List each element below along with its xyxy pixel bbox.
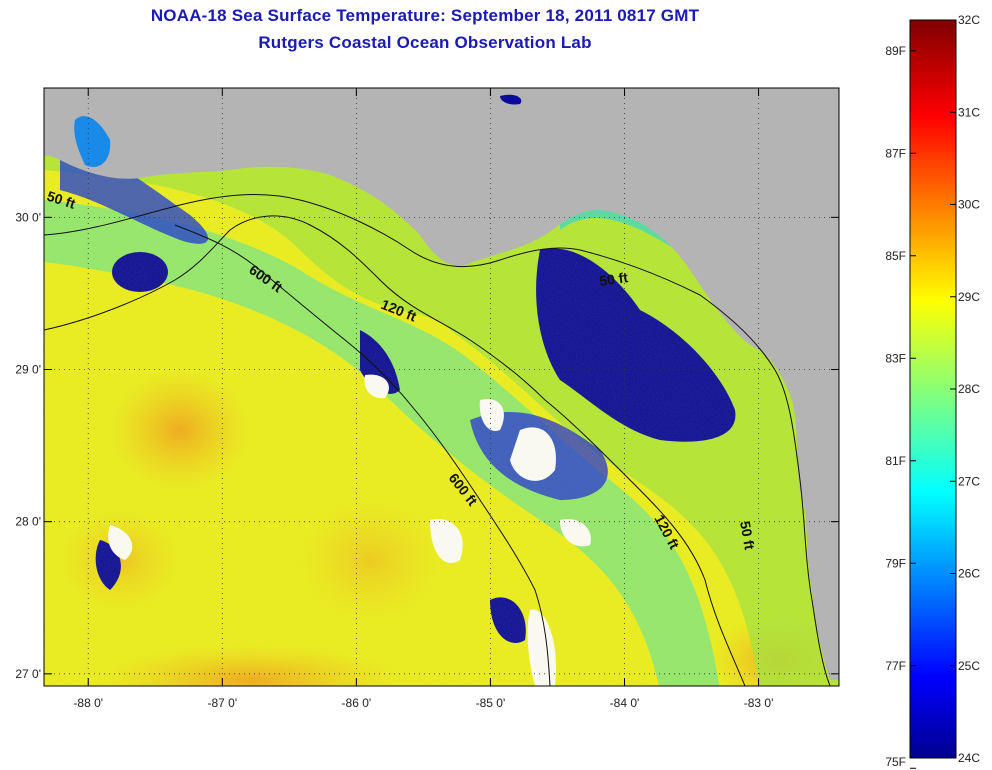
sst-field — [44, 88, 839, 686]
x-tick-label: -85 0' — [476, 696, 506, 710]
colorbar-label-f: 87F — [885, 146, 906, 160]
colorbar-label-f: 83F — [885, 351, 906, 365]
x-tick-label: -88 0' — [73, 696, 103, 710]
x-tick-label: -84 0' — [610, 696, 640, 710]
colorbar-label-c: 24C — [958, 751, 980, 765]
colorbar-label-c: 29C — [958, 290, 980, 304]
x-tick-label: -86 0' — [342, 696, 372, 710]
y-tick-label: 30 0' — [15, 210, 41, 224]
axis-ticks: -88 0' -87 0' -86 0' -85 0' -84 0' -83 0' 30 0… — [15, 88, 839, 710]
y-tick-label: 27 0' — [15, 667, 41, 681]
y-tick-label: 29 0' — [15, 363, 41, 377]
colorbar-label-c: 25C — [958, 659, 980, 673]
isobath-label-50ft-south: 50 ft — [737, 520, 758, 551]
map-subtitle: Rutgers Coastal Ocean Observation Lab — [258, 33, 592, 52]
isobath-50ft — [44, 194, 831, 686]
map-title: NOAA-18 Sea Surface Temperature: Septemb… — [150, 6, 700, 25]
map-frame — [43, 87, 840, 687]
colorbar — [909, 19, 957, 759]
isobath-600ft — [174, 224, 551, 686]
colorbar-label-f: 89F — [885, 44, 906, 58]
colorbar-ticks: 32C 31C 30C 29C 28C 27C 26C 25C 24C 89F 87F 85F 83F 8… — [885, 13, 980, 769]
land-mass — [44, 88, 839, 680]
colorbar-label-c: 31C — [958, 105, 980, 119]
colorbar-label-c: 28C — [958, 382, 980, 396]
colorbar-label-c: 26C — [958, 567, 980, 581]
y-tick-label: 28 0' — [15, 515, 41, 529]
colorbar-label-c: 27C — [958, 474, 980, 488]
colorbar-label-f: 77F — [885, 659, 906, 673]
x-tick-label: -83 0' — [744, 696, 774, 710]
isobath-120ft — [44, 215, 746, 686]
colorbar-label-f: 79F — [885, 556, 906, 570]
colorbar-label-f: 85F — [885, 249, 906, 263]
colorbar-label-f: 75F — [885, 755, 906, 769]
colorbar-label-c: 30C — [958, 198, 980, 212]
colorbar-label-c: 32C — [958, 13, 980, 27]
x-tick-label: -87 0' — [207, 696, 237, 710]
isobath-label-50ft-bigbend: 50 ft — [598, 269, 629, 289]
colorbar-label-f: 81F — [885, 454, 906, 468]
